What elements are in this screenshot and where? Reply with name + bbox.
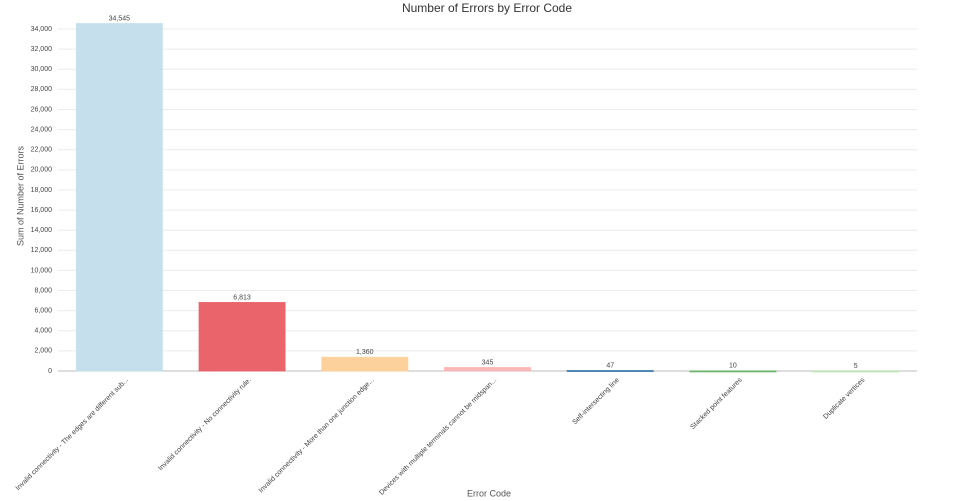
- value-label: 6,813: [233, 294, 251, 301]
- y-tick-label: 10,000: [31, 267, 53, 274]
- value-label: 10: [729, 363, 737, 370]
- y-tick-label: 2,000: [34, 348, 52, 355]
- y-tick-label: 14,000: [31, 227, 53, 234]
- y-axis-title: Sum of Number of Errors: [15, 145, 25, 246]
- value-label: 34,545: [109, 15, 131, 22]
- bar: [566, 370, 654, 373]
- chart-title: Number of Errors by Error Code: [402, 1, 572, 15]
- value-label: 345: [482, 359, 494, 366]
- y-tick-label: 16,000: [31, 207, 53, 214]
- y-tick-label: 26,000: [31, 106, 53, 113]
- x-tick-label: Devices with multiple terminals cannot b…: [378, 377, 498, 497]
- bar: [198, 301, 286, 372]
- y-tick-label: 18,000: [31, 187, 53, 194]
- x-tick-label: Self-intersecting line: [571, 377, 621, 427]
- y-tick-label: 24,000: [31, 126, 53, 133]
- x-tick-label: Duplicate vertices: [822, 376, 866, 420]
- y-tick-label: 20,000: [31, 167, 53, 174]
- y-tick-label: 32,000: [31, 46, 53, 53]
- bar: [812, 370, 900, 373]
- y-tick-label: 28,000: [31, 86, 53, 93]
- bar: [444, 367, 531, 372]
- y-tick-label: 22,000: [31, 147, 53, 154]
- bar: [689, 370, 777, 373]
- y-tick-label: 6,000: [34, 307, 52, 314]
- y-tick-label: 34,000: [31, 26, 53, 33]
- y-tick-label: 12,000: [31, 247, 53, 254]
- y-tick-label: 30,000: [31, 66, 53, 73]
- x-tick-label: Stacked point features: [689, 376, 744, 431]
- value-label: 47: [606, 362, 614, 369]
- x-tick-label: Invalid connectivity - More than one jun…: [258, 377, 376, 495]
- bar: [75, 23, 163, 372]
- y-tick-label: 8,000: [34, 287, 52, 294]
- value-label: 5: [854, 363, 858, 370]
- y-tick-label: 0: [48, 368, 52, 375]
- x-axis-title: Error Code: [467, 488, 511, 498]
- y-tick-label: 4,000: [34, 328, 52, 335]
- value-label: 1,360: [356, 349, 374, 356]
- bar: [321, 356, 409, 372]
- x-tick-label: Invalid connectivity - No connectivity r…: [157, 377, 252, 472]
- x-tick-label: Invalid connectivity - The edges are dif…: [15, 377, 130, 492]
